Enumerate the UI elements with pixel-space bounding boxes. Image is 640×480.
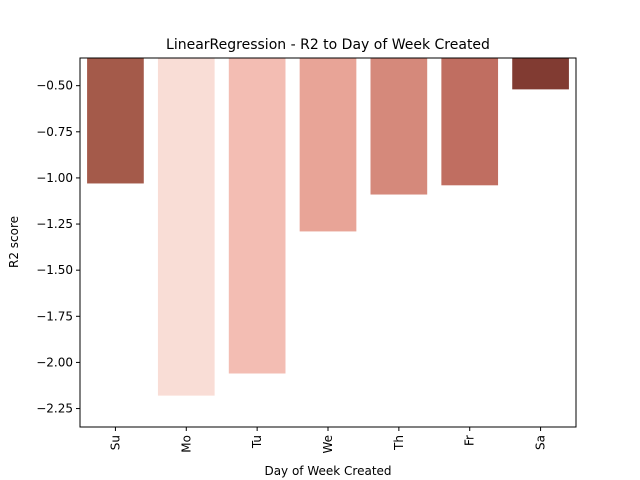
y-tick-label: −1.25 bbox=[36, 217, 73, 231]
y-tick-label: −1.00 bbox=[36, 171, 73, 185]
chart-title: LinearRegression - R2 to Day of Week Cre… bbox=[166, 37, 490, 53]
x-tick-label: Su bbox=[108, 435, 122, 450]
x-tick-label: Mo bbox=[179, 435, 193, 453]
plot-frame bbox=[79, 57, 577, 428]
x-tick-label: Fr bbox=[463, 435, 477, 446]
x-axis-ticks: Su Mo Tu We Th Fr Sa bbox=[108, 427, 548, 454]
y-axis-label: R2 score bbox=[7, 216, 21, 268]
bar-th bbox=[370, 58, 428, 195]
y-axis-ticks: −0.50 −0.75 −1.00 −1.25 −1.50 −1.75 −2.00 −2.25 bbox=[36, 79, 80, 416]
y-tick-label: −0.50 bbox=[36, 79, 73, 93]
x-axis-label: Day of Week Created bbox=[264, 464, 391, 478]
y-tick-label: −2.00 bbox=[36, 355, 73, 369]
bar-fr bbox=[441, 58, 499, 186]
bar-sa bbox=[512, 58, 569, 90]
x-tick-label: Th bbox=[392, 435, 406, 451]
bar-we bbox=[299, 58, 357, 232]
y-tick-label: −1.75 bbox=[36, 309, 73, 323]
bar-su bbox=[87, 58, 144, 184]
bar-mo bbox=[157, 58, 215, 396]
bars-layer bbox=[87, 58, 569, 396]
y-tick-label: −0.75 bbox=[36, 125, 73, 139]
y-tick-label: −2.25 bbox=[36, 402, 73, 416]
bar-tu bbox=[228, 58, 286, 374]
x-tick-label: Tu bbox=[250, 435, 264, 449]
y-tick-label: −1.50 bbox=[36, 263, 73, 277]
x-tick-label: We bbox=[321, 435, 335, 454]
x-tick-label: Sa bbox=[534, 435, 548, 450]
